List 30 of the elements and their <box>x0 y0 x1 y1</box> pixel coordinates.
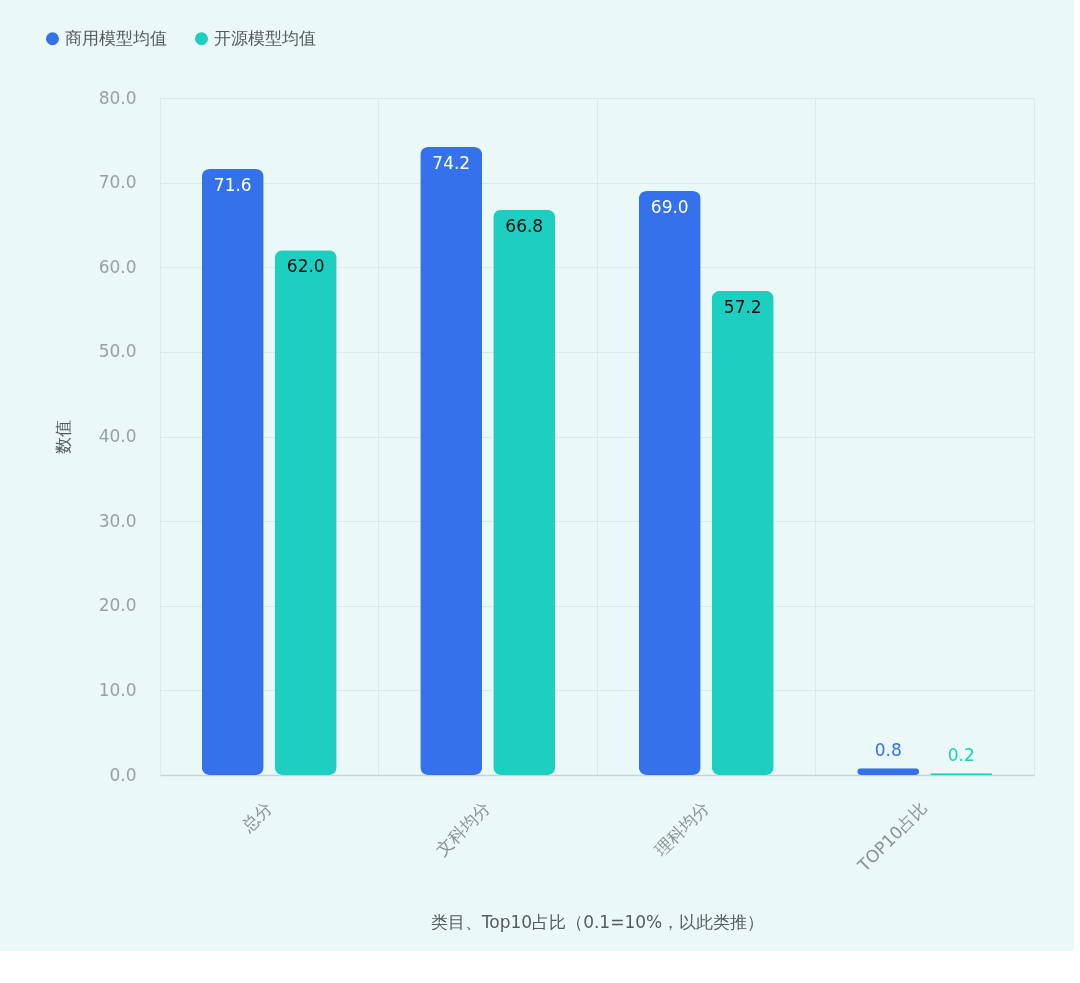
bar <box>201 169 264 775</box>
data-label: 0.8 <box>874 740 902 761</box>
data-label: 69.0 <box>650 197 689 218</box>
x-tick-label: 理科均分 <box>650 797 713 860</box>
legend-label: 商用模型均值 <box>65 27 167 48</box>
y-tick-label: 30.0 <box>98 510 137 531</box>
y-tick-label: 80.0 <box>98 87 137 108</box>
x-axis-title: 类目、Top10占比（0.1=10%，以此类推） <box>430 911 765 932</box>
data-label: 74.2 <box>432 153 471 174</box>
bar <box>493 209 556 775</box>
data-label: 0.2 <box>947 745 975 766</box>
x-tick-label: 总分 <box>236 797 276 837</box>
bar <box>711 290 774 775</box>
y-tick-label: 20.0 <box>98 595 137 616</box>
y-tick-label: 40.0 <box>98 426 137 446</box>
legend-label: 开源模型均值 <box>214 27 316 48</box>
y-axis-title: 数值 <box>52 420 73 454</box>
data-label: 57.2 <box>723 296 762 317</box>
bar <box>274 250 337 775</box>
bar <box>638 191 701 775</box>
y-tick-label: 50.0 <box>98 341 137 362</box>
y-tick-label: 0.0 <box>109 764 137 785</box>
x-tick-label: 文科均分 <box>431 797 495 860</box>
y-tick-label: 60.0 <box>98 256 137 277</box>
data-label: 71.6 <box>213 175 252 196</box>
data-label: 62.0 <box>286 256 325 277</box>
y-tick-label: 10.0 <box>98 679 137 700</box>
data-label: 66.8 <box>505 215 544 236</box>
bar <box>420 147 483 775</box>
y-tick-label: 70.0 <box>98 172 137 193</box>
